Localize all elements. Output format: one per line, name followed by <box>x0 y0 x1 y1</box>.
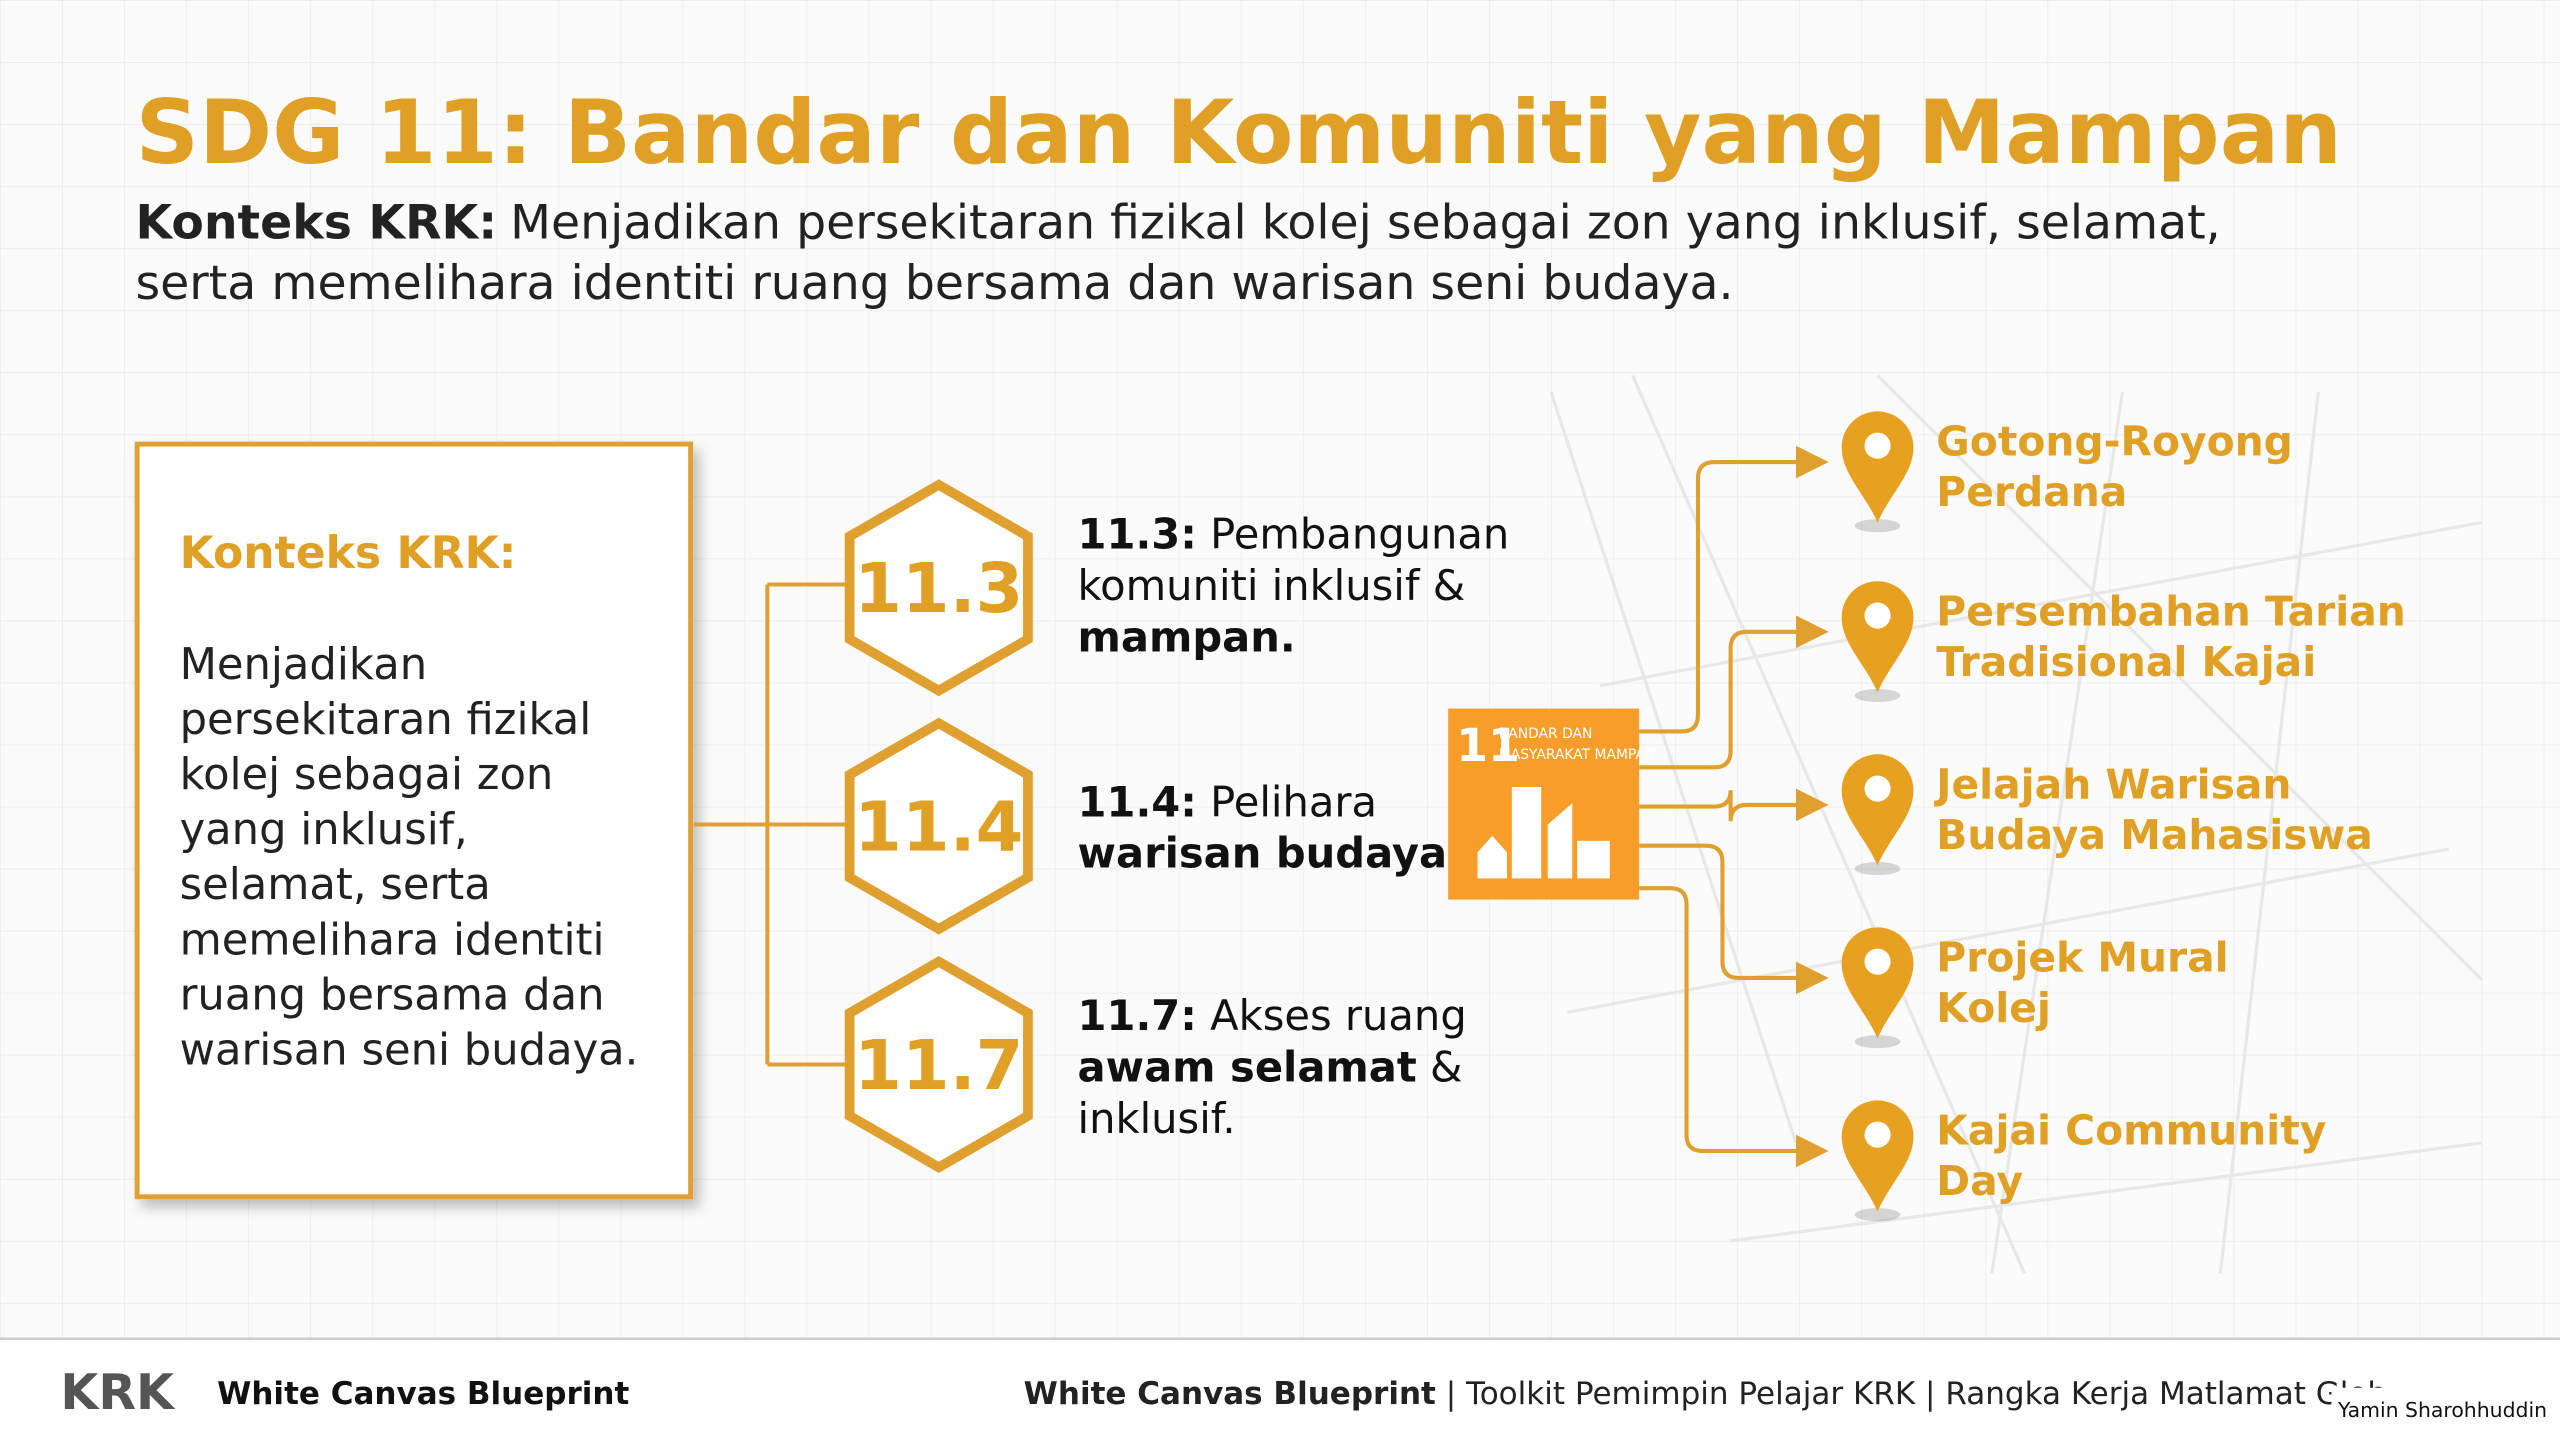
sdg-city-icon <box>1477 786 1610 879</box>
target-text: 11.3: <box>1078 510 1197 559</box>
target-line: 11.7: Akses ruang <box>1078 991 1467 1040</box>
footer-logo: KRK <box>60 1364 176 1421</box>
box-line: ruang bersama dan <box>180 970 605 1020</box>
context-line: Konteks KRK: Menjadikan persekitaran fizi… <box>136 195 2221 250</box>
box-line: memelihara identiti <box>180 915 605 965</box>
program-name: Day <box>1936 1157 2023 1205</box>
author-badge <box>2331 1387 2560 1440</box>
program-name: Jelajah Warisan <box>1933 760 2291 808</box>
target-line: inklusif. <box>1078 1094 1236 1143</box>
program-arrow <box>1639 788 1829 822</box>
context-text: serta memelihara identiti ruang bersama … <box>136 256 1734 311</box>
target-line: mampan. <box>1078 612 1296 661</box>
sdg-number: 11 <box>1456 719 1520 772</box>
target-text: awam selamat <box>1078 1043 1417 1092</box>
pin-hole <box>1864 432 1891 459</box>
connector <box>693 582 846 1067</box>
pin-shadow <box>1854 1035 1901 1049</box>
target-code: 11.3 <box>854 549 1023 629</box>
target-code: 11.7 <box>854 1026 1023 1106</box>
pin-shadow <box>1854 688 1901 703</box>
footer-text: White Canvas Blueprint | Toolkit Pemimpi… <box>1024 1376 2387 1412</box>
pin-hole <box>1864 775 1891 802</box>
target-hexagon <box>844 479 1033 697</box>
target-text: 11.7: <box>1078 991 1197 1040</box>
title: SDG 11: Bandar dan Komuniti yang Mampan <box>136 81 2342 184</box>
target-line: komuniti inklusif & <box>1078 561 1466 610</box>
target-line: warisan budaya. <box>1078 829 1463 878</box>
target-hexagon <box>844 955 1033 1174</box>
program-arrow <box>1639 843 1829 995</box>
target-code: 11.4 <box>854 788 1023 868</box>
pin-hole <box>1864 948 1891 975</box>
target-text: komuniti inklusif & <box>1078 561 1466 610</box>
target-hexagon <box>844 717 1033 935</box>
program-arrow <box>1639 445 1829 734</box>
author: Yamin Sharohhuddin <box>2337 1398 2547 1422</box>
location-pin <box>1841 581 1914 693</box>
pin-shadow <box>1854 1208 1901 1222</box>
sdg-label: BANDAR DAN <box>1499 726 1593 742</box>
box-line: yang inklusif, <box>180 805 468 855</box>
context-label: Konteks KRK: <box>136 195 498 250</box>
context-text: Menjadikan persekitaran fizikal kolej se… <box>510 195 2221 250</box>
box-line: Menjadikan <box>180 640 428 690</box>
box-line: persekitaran fizikal <box>180 695 592 745</box>
pin-shadow <box>1854 519 1901 533</box>
context-box <box>134 441 694 1200</box>
program-arrow <box>1639 886 1829 1168</box>
program-name: Budaya Mahasiswa <box>1936 811 2372 859</box>
program-name: Persembahan Tarian <box>1936 587 2405 635</box>
box-line: warisan seni budaya. <box>180 1025 639 1075</box>
target-text: inklusif. <box>1078 1094 1236 1143</box>
pin-hole <box>1864 602 1891 629</box>
location-pin <box>1841 1100 1914 1212</box>
pin-hole <box>1864 1121 1891 1148</box>
target-text: Akses ruang <box>1197 991 1467 1040</box>
box-line: kolej sebagai zon <box>180 750 554 800</box>
program-name: Tradisional Kajai <box>1936 638 2316 686</box>
footer-rest: | Toolkit Pemimpin Pelajar KRK | Rangka … <box>1436 1376 2387 1412</box>
program-name: Perdana <box>1936 468 2127 516</box>
program-name: Gotong-Royong <box>1936 418 2293 466</box>
program-arrow <box>1639 615 1829 770</box>
program-name: Projek Mural <box>1936 933 2228 981</box>
location-pin <box>1841 754 1914 866</box>
footer-brand: White Canvas Blueprint <box>217 1376 629 1412</box>
sdg-label: MASYARAKAT MAMPAN <box>1499 747 1656 763</box>
target-line: 11.3: Pembangunan <box>1078 510 1510 559</box>
target-text: & <box>1417 1043 1463 1092</box>
target-text: warisan budaya. <box>1078 829 1463 878</box>
pin-shadow <box>1854 862 1901 876</box>
target-text: Pelihara <box>1197 777 1377 826</box>
program-name: Kolej <box>1936 984 2051 1032</box>
footer <box>0 1338 2560 1440</box>
target-line: 11.4: Pelihara <box>1078 777 1377 826</box>
location-pin <box>1841 411 1914 523</box>
target-text: mampan. <box>1078 612 1296 661</box>
program-name: Kajai Community <box>1936 1106 2326 1154</box>
box-title: Konteks KRK: <box>180 528 517 579</box>
target-text: Pembangunan <box>1197 510 1509 559</box>
target-line: awam selamat & <box>1078 1043 1463 1092</box>
target-text: 11.4: <box>1078 777 1197 826</box>
box-line: selamat, serta <box>180 860 491 910</box>
location-pin <box>1841 927 1914 1039</box>
footer-bold: White Canvas Blueprint <box>1024 1376 1436 1412</box>
